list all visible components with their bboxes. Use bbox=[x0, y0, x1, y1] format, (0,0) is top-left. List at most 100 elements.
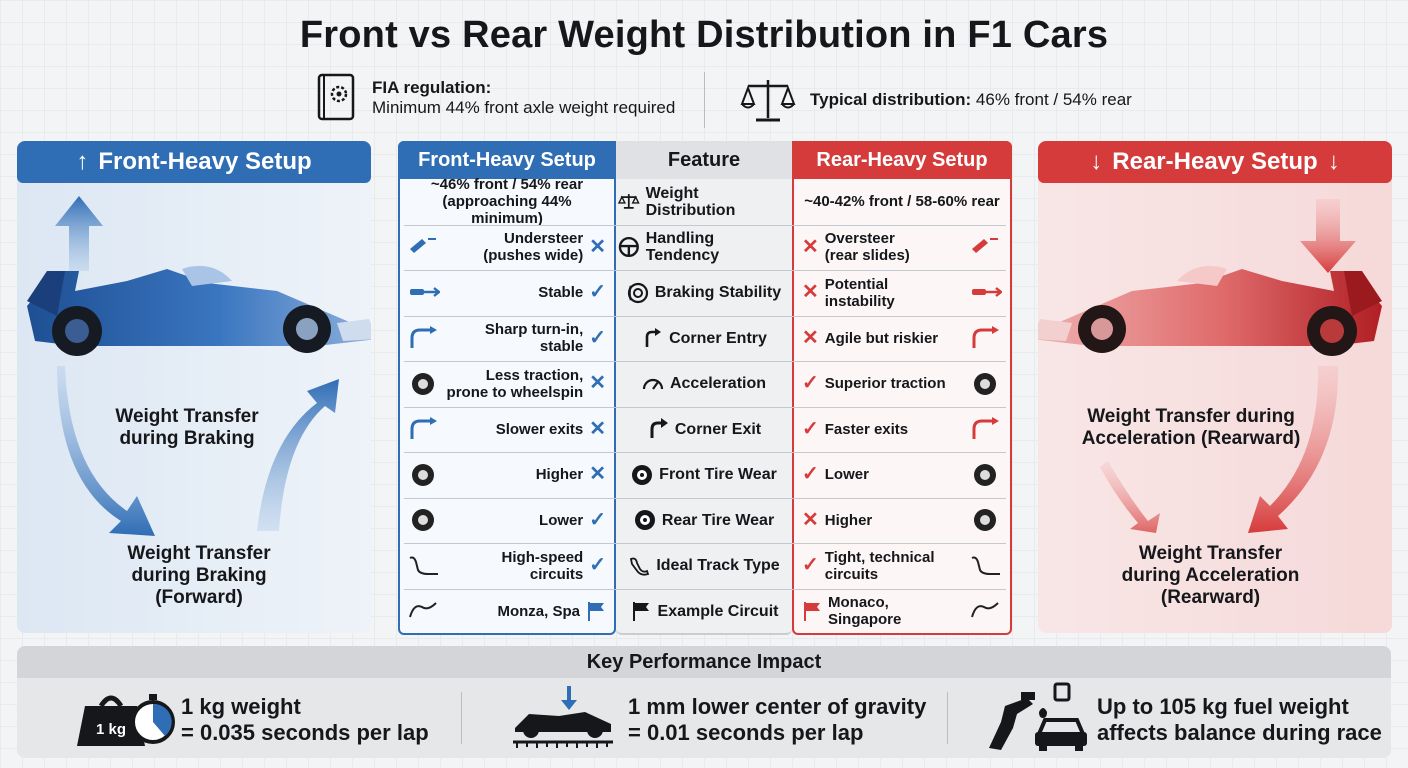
rear-mark-icon: ✓ bbox=[802, 417, 819, 440]
table-row-rear-cell: ✕ Oversteer (rear slides) bbox=[796, 225, 1008, 271]
acceleration-transfer-arrow-left bbox=[1100, 461, 1160, 533]
table-row-rear-cell: ✕ Potential instability bbox=[796, 270, 1008, 316]
header-divider bbox=[704, 72, 705, 128]
front-heavy-panel-title: Front-Heavy Setup bbox=[98, 148, 312, 175]
f1-car-front-heavy bbox=[27, 265, 371, 356]
typical-label: Typical distribution: bbox=[810, 90, 972, 109]
impact-divider bbox=[461, 692, 462, 744]
front-mark-icon: ✓ bbox=[589, 326, 606, 349]
rear-cell-text: Potential instability bbox=[824, 275, 895, 310]
table-row-front-cell: High-speed circuits ✓ bbox=[402, 543, 612, 589]
front-mark-icon: ✓ bbox=[589, 554, 606, 577]
rear-cell-text: Superior traction bbox=[824, 375, 946, 393]
rulebook-gear-icon bbox=[317, 73, 355, 121]
row-illustration-icon bbox=[972, 417, 999, 440]
table-row-rear-cell: Monaco, Singapore bbox=[796, 589, 1008, 635]
comparison-table: Front-Heavy Setup Feature Rear-Heavy Set… bbox=[398, 141, 1012, 635]
rear-mark-icon: ✕ bbox=[802, 508, 819, 531]
front-mark-icon: ✕ bbox=[589, 417, 606, 440]
rear-cell-text: Lower bbox=[824, 466, 869, 484]
impact-cog-line1: 1 mm lower center of gravity bbox=[628, 694, 927, 719]
front-mark-icon: ✓ bbox=[589, 508, 606, 531]
impact-item-fuel: Up to 105 kg fuel weight affects balance… bbox=[1097, 694, 1382, 746]
table-row-feature-cell: Weight Distribution bbox=[618, 179, 790, 225]
weight-icon-text: 1 kg bbox=[96, 721, 126, 738]
weight-stopwatch-icon: 1 kg bbox=[77, 694, 175, 746]
rear-cell-text: Agile but riskier bbox=[824, 329, 939, 347]
row-illustration-icon bbox=[412, 509, 434, 532]
front-heavy-illustration bbox=[27, 196, 371, 536]
front-cell-text: ~46% front / 54% rear (approaching 44% m… bbox=[430, 176, 584, 228]
table-row-feature-cell: Braking Stability bbox=[618, 270, 790, 316]
row-illustration-icon bbox=[972, 326, 999, 349]
rear-mark-icon: ✓ bbox=[802, 463, 819, 486]
row-illustration-icon bbox=[974, 372, 996, 395]
feature-cell-text: Front Tire Wear bbox=[659, 466, 777, 484]
right-transfer-label-mid: Weight Transfer during Acceleration (Rea… bbox=[1081, 406, 1301, 449]
front-cell-text: Monza, Spa bbox=[497, 602, 580, 620]
front-cell-text: Less traction, prone to wheelspin bbox=[446, 366, 584, 401]
turn-arrow-icon bbox=[645, 328, 662, 348]
front-heavy-column bbox=[398, 141, 616, 635]
row-illustration-icon bbox=[412, 372, 434, 395]
front-mark-icon: ✕ bbox=[589, 235, 606, 258]
table-row-feature-cell: Acceleration bbox=[618, 361, 790, 407]
steering-wheel-icon bbox=[618, 237, 639, 258]
fia-label: FIA regulation: bbox=[372, 78, 492, 97]
table-row-rear-cell: ✓ Lower bbox=[796, 452, 1008, 498]
car-center-of-gravity-icon bbox=[513, 686, 613, 748]
arrow-down-icon: ↓ bbox=[1327, 148, 1340, 175]
rear-mark-icon: ✕ bbox=[802, 235, 819, 258]
rear-mark-icon: ✓ bbox=[802, 372, 819, 395]
table-row-front-cell: Higher ✕ bbox=[402, 452, 612, 498]
track-icon bbox=[630, 557, 650, 576]
front-mark-icon: ✕ bbox=[589, 463, 606, 486]
table-row-front-cell: Sharp turn-in, stable ✓ bbox=[402, 316, 612, 362]
braking-transfer-arrow-down bbox=[57, 366, 155, 536]
table-row-feature-cell: Ideal Track Type bbox=[618, 543, 790, 589]
row-illustration-icon bbox=[974, 509, 996, 532]
row-illustration-icon bbox=[410, 238, 436, 254]
table-row-front-cell: Monza, Spa bbox=[402, 589, 612, 635]
rear-cell-text: ~40-42% front / 58-60% rear bbox=[804, 193, 1000, 211]
impact-weight-line2: = 0.035 seconds per lap bbox=[181, 720, 429, 745]
impact-item-weight: 1 kg weight = 0.035 seconds per lap bbox=[181, 694, 429, 746]
impact-item-center-of-gravity: 1 mm lower center of gravity = 0.01 seco… bbox=[628, 694, 926, 746]
typical-distribution-info: Typical distribution: 46% front / 54% re… bbox=[740, 76, 1132, 124]
rear-cell-text: Oversteer (rear slides) bbox=[824, 230, 910, 265]
fuel-nozzle-car-icon bbox=[989, 682, 1087, 751]
table-row-divider bbox=[404, 588, 1006, 590]
tire-icon bbox=[634, 510, 655, 531]
row-illustration-icon bbox=[409, 602, 437, 618]
table-row-feature-cell: Corner Exit bbox=[618, 407, 790, 453]
scale-icon bbox=[618, 193, 640, 209]
table-row-rear-cell: ~40-42% front / 58-60% rear bbox=[796, 179, 1008, 225]
table-row-feature-cell: Corner Entry bbox=[618, 316, 790, 362]
feature-cell-text: Corner Exit bbox=[674, 420, 762, 438]
front-cell-text: Understeer (pushes wide) bbox=[483, 230, 584, 265]
arrow-up-icon: ↑ bbox=[76, 148, 89, 175]
table-row-divider bbox=[404, 543, 1006, 544]
feature-cell-text: Weight Distribution bbox=[645, 184, 736, 219]
table-row-front-cell: ~46% front / 54% rear (approaching 44% m… bbox=[402, 176, 612, 228]
weight-down-arrow bbox=[1300, 199, 1356, 273]
impact-fuel-line1: Up to 105 kg fuel weight bbox=[1097, 694, 1349, 719]
front-heavy-panel: ↑ Front-Heavy Setup Weig bbox=[17, 141, 371, 633]
table-row-divider bbox=[404, 452, 1006, 453]
f1-car-rear-heavy bbox=[1038, 265, 1382, 356]
feature-column bbox=[616, 141, 792, 635]
rear-cell-text: Higher bbox=[824, 511, 873, 529]
table-row-divider bbox=[404, 270, 1006, 271]
acceleration-transfer-arrow-right bbox=[1248, 366, 1339, 533]
front-mark-icon bbox=[588, 602, 604, 622]
front-cell-text: Slower exits bbox=[495, 420, 584, 438]
front-heavy-column-header: Front-Heavy Setup bbox=[398, 141, 616, 179]
braking-transfer-arrow-up bbox=[257, 379, 339, 531]
row-illustration-icon bbox=[972, 238, 998, 254]
fia-regulation-info: FIA regulation: Minimum 44% front axle w… bbox=[316, 72, 675, 124]
table-row-rear-cell: ✓ Tight, technical circuits bbox=[796, 543, 1008, 589]
impact-title: Key Performance Impact bbox=[17, 646, 1391, 678]
front-cell-text: Sharp turn-in, stable bbox=[484, 321, 584, 356]
brake-disc-icon bbox=[627, 282, 648, 303]
feature-cell-text: Ideal Track Type bbox=[656, 557, 780, 575]
